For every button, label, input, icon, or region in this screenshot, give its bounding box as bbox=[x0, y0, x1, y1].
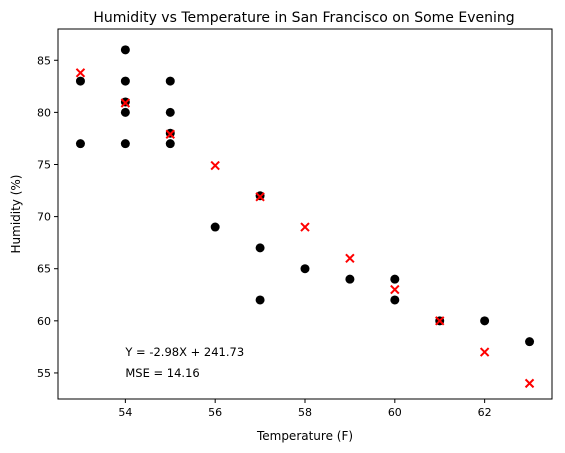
data-point-actual bbox=[165, 139, 175, 149]
chart-title: Humidity vs Temperature in San Francisco… bbox=[93, 10, 514, 26]
y-axis-label: Humidity (%) bbox=[9, 175, 23, 254]
x-axis-label: Temperature (F) bbox=[256, 429, 353, 443]
data-point-actual bbox=[120, 107, 130, 117]
x-tick-label: 62 bbox=[478, 406, 492, 419]
y-tick-label: 80 bbox=[37, 106, 51, 119]
y-tick-label: 85 bbox=[37, 54, 51, 67]
mse-label: MSE = 14.16 bbox=[125, 366, 199, 380]
data-point-actual bbox=[165, 76, 175, 86]
data-point-actual bbox=[345, 274, 355, 284]
data-point-actual bbox=[390, 295, 400, 305]
data-point-predicted bbox=[210, 160, 220, 171]
data-point-actual bbox=[120, 139, 130, 149]
y-tick-label: 75 bbox=[37, 158, 51, 171]
data-point-actual bbox=[165, 107, 175, 117]
data-point-actual bbox=[255, 243, 265, 253]
x-tick-label: 54 bbox=[118, 406, 132, 419]
data-point-predicted bbox=[120, 98, 131, 108]
data-point-predicted bbox=[390, 284, 400, 295]
x-tick-label: 60 bbox=[388, 406, 402, 419]
y-tick-label: 60 bbox=[37, 315, 51, 328]
data-point-actual bbox=[525, 337, 535, 347]
data-point-predicted bbox=[165, 129, 175, 139]
data-point-actual bbox=[300, 264, 310, 274]
y-tick-label: 55 bbox=[37, 367, 51, 380]
data-point-actual bbox=[75, 76, 85, 86]
data-point-predicted bbox=[255, 192, 265, 202]
data-point-actual bbox=[120, 45, 130, 55]
data-point-actual bbox=[255, 295, 265, 305]
regression-equation-label: Y = -2.98X + 241.73 bbox=[124, 345, 244, 359]
x-tick-label: 58 bbox=[298, 406, 312, 419]
data-point-predicted bbox=[300, 222, 310, 232]
x-tick-label: 56 bbox=[208, 406, 222, 419]
data-point-predicted bbox=[345, 253, 355, 264]
data-point-actual bbox=[210, 222, 220, 232]
plot-area bbox=[75, 45, 535, 389]
data-point-actual bbox=[75, 139, 85, 149]
data-point-actual bbox=[390, 274, 400, 284]
data-point-predicted bbox=[524, 378, 535, 389]
data-point-actual bbox=[120, 76, 130, 86]
y-tick-label: 70 bbox=[37, 211, 51, 224]
y-tick-label: 65 bbox=[37, 263, 51, 276]
data-point-predicted bbox=[75, 68, 86, 78]
data-point-actual bbox=[480, 316, 490, 326]
data-point-predicted bbox=[435, 316, 445, 326]
data-point-predicted bbox=[479, 347, 490, 357]
